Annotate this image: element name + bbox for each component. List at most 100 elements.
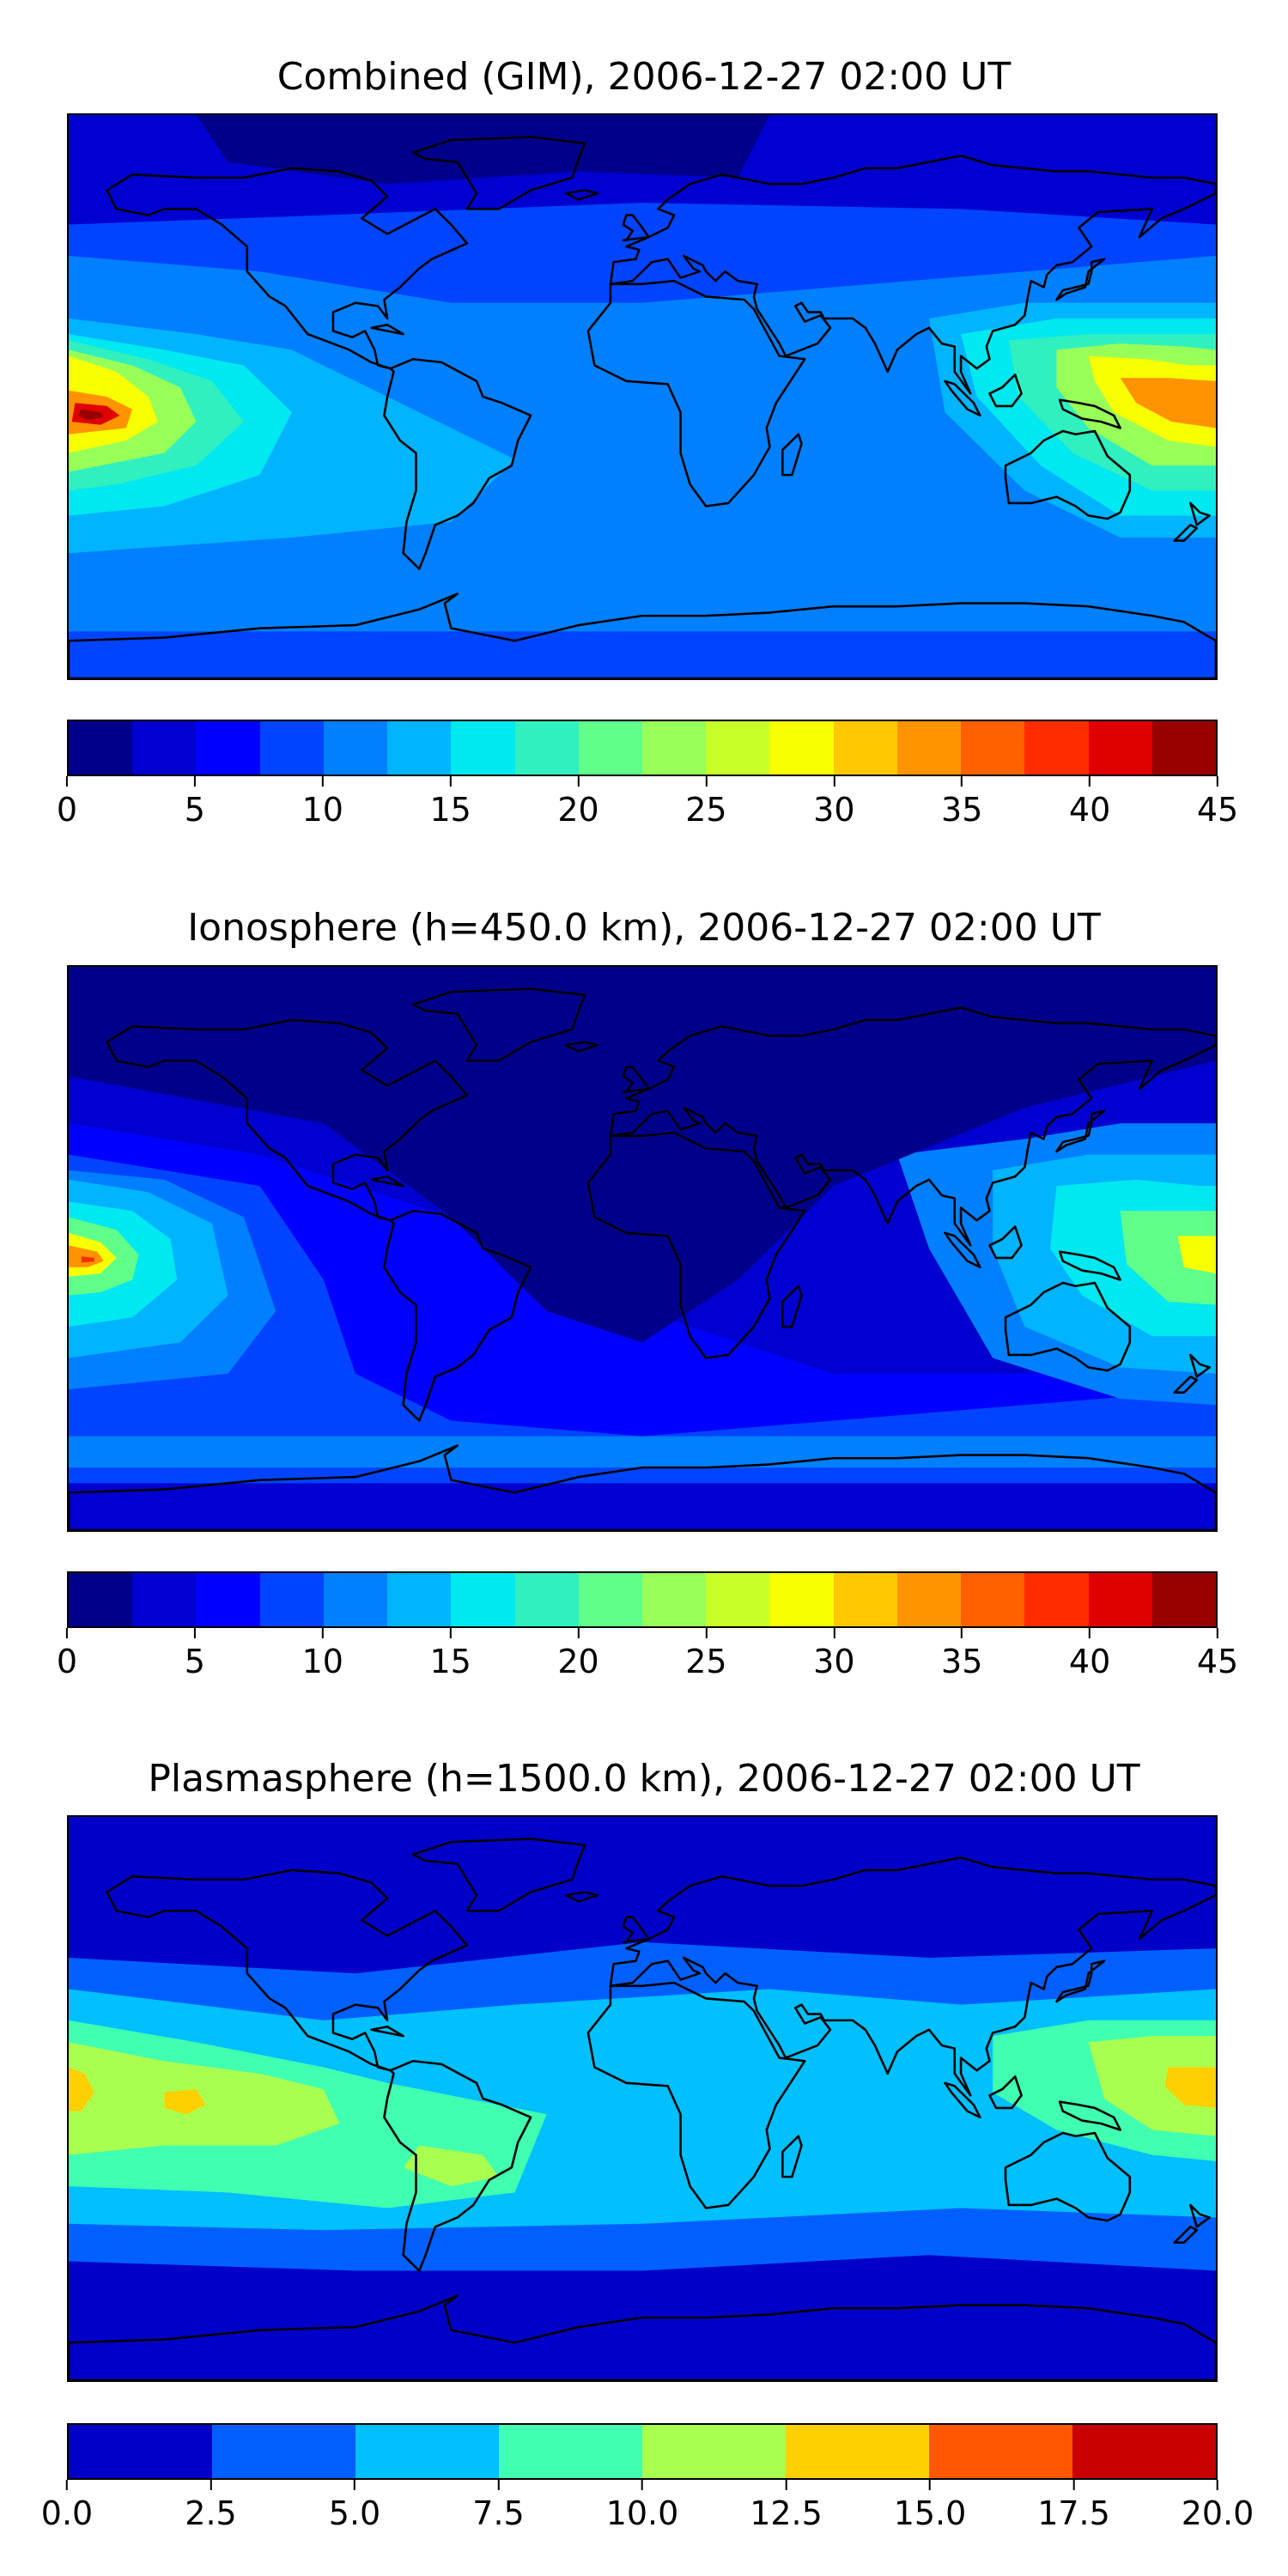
tick-label: 0.0 <box>40 2494 94 2532</box>
tick-label: 17.5 <box>1037 2494 1110 2532</box>
colorbar-segment <box>1024 721 1089 775</box>
colorbar-segment <box>259 1573 324 1626</box>
tick-label: 25 <box>685 1643 727 1680</box>
coastline <box>781 1285 803 1328</box>
tick-mark <box>449 1628 452 1638</box>
colorbar-segment <box>259 721 324 775</box>
contour-region <box>69 256 1216 632</box>
tick-mark <box>321 1628 324 1638</box>
colorbar-segment <box>1088 721 1152 775</box>
contour-fill-group <box>69 967 1216 1484</box>
colorbar-segment <box>69 1573 133 1626</box>
colorbar-tick: 20 <box>557 776 599 829</box>
colorbar-segment <box>578 1573 642 1626</box>
colorbar-segment <box>387 721 452 775</box>
colorbar-tick: 12.5 <box>750 2480 823 2533</box>
tick-label: 10 <box>301 791 343 829</box>
coastline <box>1058 2100 1121 2131</box>
colorbar-segment <box>1024 1573 1089 1626</box>
map-title-ionosphere: Ionosphere (h=450.0 km), 2006-12-27 02:0… <box>187 906 1101 950</box>
colorbar-tick: 5 <box>185 1628 205 1681</box>
tick-mark <box>833 1628 835 1638</box>
colorbar-segment <box>769 1573 834 1626</box>
tick-mark <box>1216 776 1218 787</box>
coastline-group <box>69 1838 1216 2380</box>
coastline <box>383 357 532 570</box>
colorbar-plasmasphere <box>67 2423 1218 2480</box>
colorbar-tick: 30 <box>813 776 855 829</box>
colorbar-tick: 15 <box>429 776 471 829</box>
map-canvas <box>69 967 1216 1530</box>
colorbar-tick: 15 <box>429 1628 471 1681</box>
tick-label: 25 <box>685 791 727 829</box>
map-canvas <box>69 1817 1216 2380</box>
tick-mark <box>705 776 708 787</box>
coastline <box>106 1868 469 2072</box>
colorbar-segment <box>451 1573 515 1626</box>
tick-label: 7.5 <box>472 2494 525 2532</box>
colorbar-segment <box>196 721 260 775</box>
colorbar-tick: 45 <box>1197 776 1238 829</box>
coastline <box>1004 429 1132 520</box>
tick-mark <box>210 2480 212 2490</box>
coastline <box>411 136 586 210</box>
colorbar-segment <box>641 721 707 775</box>
tick-mark <box>833 776 835 787</box>
coastline <box>586 1131 806 1359</box>
coastline <box>988 2075 1023 2110</box>
contour-fill-group <box>69 1941 1216 2271</box>
tick-mark <box>321 776 324 787</box>
colorbar-segment <box>961 721 1025 775</box>
colorbar-tick: 7.5 <box>472 2480 525 2533</box>
tick-mark <box>449 776 452 787</box>
contour-region <box>81 1256 94 1263</box>
coastline <box>1055 258 1106 301</box>
colorbar-tick: 0 <box>57 776 77 829</box>
coastline <box>1058 398 1121 429</box>
coastline <box>1058 1250 1121 1281</box>
coastline <box>564 1041 599 1053</box>
map-ionosphere <box>67 965 1218 1532</box>
colorbar-combined <box>67 720 1218 776</box>
tick-mark <box>577 776 580 787</box>
colorbar-segment <box>196 1573 260 1626</box>
colorbar-segment <box>706 721 770 775</box>
colorbar-ticks-combined: 0 5 10 15 20 25 30 35 40 45 <box>57 776 1238 829</box>
tick-label: 5 <box>184 791 205 829</box>
contour-region <box>1088 2036 1216 2136</box>
contour-region <box>69 967 1216 1343</box>
colorbar-tick: 0.0 <box>41 2480 93 2533</box>
tick-mark <box>1089 776 1091 787</box>
colorbar-ticks-plasmasphere: 0.0 2.5 5.0 7.5 10.0 12.5 15.0 17.5 20.0 <box>41 2480 1254 2533</box>
coastline <box>564 189 599 201</box>
map-title-plasmasphere: Plasmasphere (h=1500.0 km), 2006-12-27 0… <box>148 1757 1140 1801</box>
tick-mark <box>961 776 963 787</box>
contour-region <box>69 1245 104 1267</box>
colorbar-ticks-ionosphere: 0 5 10 15 20 25 30 35 40 45 <box>57 1628 1238 1681</box>
tick-mark <box>66 1628 68 1638</box>
colorbar-segment <box>1151 1573 1216 1626</box>
colorbar-segment <box>769 721 834 775</box>
contour-region <box>69 1436 1216 1468</box>
colorbar-tick: 35 <box>941 1628 982 1681</box>
contour-region <box>78 409 104 421</box>
colorbar-segment <box>69 2425 212 2478</box>
colorbar-tick: 5.0 <box>329 2480 380 2533</box>
tick-mark <box>193 776 196 787</box>
colorbar-tick: 0 <box>57 1628 77 1681</box>
colorbar-tick: 10.0 <box>606 2480 678 2533</box>
colorbar-tick: 40 <box>1069 1628 1110 1681</box>
contour-region <box>1120 378 1216 428</box>
colorbar-segment <box>896 1573 962 1626</box>
contour-region <box>196 115 770 185</box>
contour-region <box>1120 1211 1216 1305</box>
map-combined <box>67 113 1218 680</box>
tick-mark <box>577 1628 580 1638</box>
colorbar-segment <box>929 2425 1072 2478</box>
coastline <box>944 1231 981 1269</box>
coastline <box>1173 524 1199 542</box>
tick-label: 5 <box>184 1643 205 1680</box>
colorbar-tick: 10 <box>302 776 343 829</box>
coastline <box>1173 2226 1199 2244</box>
tick-mark <box>1089 1628 1091 1638</box>
